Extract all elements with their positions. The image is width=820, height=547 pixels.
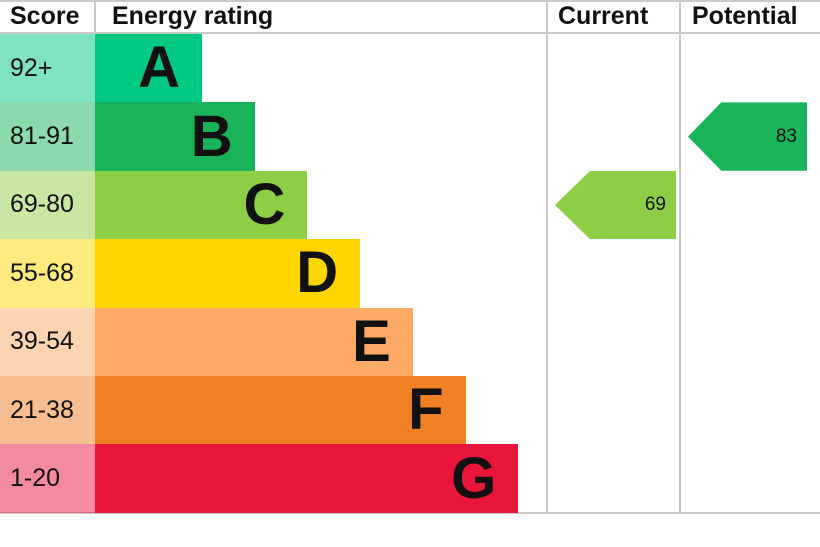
potential-rating-arrow: 83 xyxy=(688,102,807,171)
score-column-header: Score xyxy=(10,2,80,30)
band-score-label: 92+ xyxy=(10,53,53,82)
band-score-cell: 92+ xyxy=(0,34,95,103)
potential-column-header: Potential xyxy=(692,2,798,30)
band-score-cell: 81-91 xyxy=(0,102,95,171)
band-score-label: 55-68 xyxy=(10,258,74,287)
band-score-label: 69-80 xyxy=(10,190,74,219)
band-row-b: 81-91 B xyxy=(0,102,820,171)
table-top-border xyxy=(0,0,820,2)
band-letter: E xyxy=(352,308,391,374)
band-score-cell: 39-54 xyxy=(0,307,95,376)
band-score-label: 81-91 xyxy=(10,122,74,151)
score-column-divider xyxy=(94,0,96,34)
band-score-cell: 1-20 xyxy=(0,444,95,513)
band-letter: G xyxy=(451,445,497,511)
current-column-header: Current xyxy=(558,2,649,30)
band-bar: C xyxy=(95,170,308,240)
band-row-g: 1-20 G xyxy=(0,444,820,513)
band-bar: D xyxy=(95,239,361,308)
band-row-e: 39-54 E xyxy=(0,307,820,376)
band-bar: G xyxy=(95,444,519,513)
band-letter: A xyxy=(138,35,180,101)
current-column-divider xyxy=(546,0,548,514)
band-row-d: 55-68 D xyxy=(0,239,820,308)
band-row-c: 69-80 C xyxy=(0,170,820,240)
band-letter: F xyxy=(408,377,444,443)
potential-column-divider xyxy=(679,0,681,514)
band-row-f: 21-38 F xyxy=(0,376,820,445)
band-bar: E xyxy=(95,307,413,376)
current-rating-value: 69 xyxy=(644,193,666,215)
band-score-label: 1-20 xyxy=(10,464,61,493)
band-score-cell: 21-38 xyxy=(0,376,95,445)
header-bottom-border xyxy=(0,32,820,34)
band-letter: D xyxy=(296,240,339,306)
band-score-label: 21-38 xyxy=(10,395,74,424)
band-bar: A xyxy=(95,34,202,103)
band-row-a: 92+ A xyxy=(0,34,820,103)
energy-rating-column-header: Energy rating xyxy=(112,2,274,30)
band-score-cell: 55-68 xyxy=(0,239,95,308)
band-letter: B xyxy=(190,103,233,169)
band-score-cell: 69-80 xyxy=(0,170,95,240)
band-score-label: 39-54 xyxy=(10,327,74,356)
table-bottom-border xyxy=(0,512,820,514)
band-bar: B xyxy=(95,102,255,171)
band-bar: F xyxy=(95,376,466,445)
band-letter: C xyxy=(243,171,286,237)
potential-rating-value: 83 xyxy=(775,125,797,147)
